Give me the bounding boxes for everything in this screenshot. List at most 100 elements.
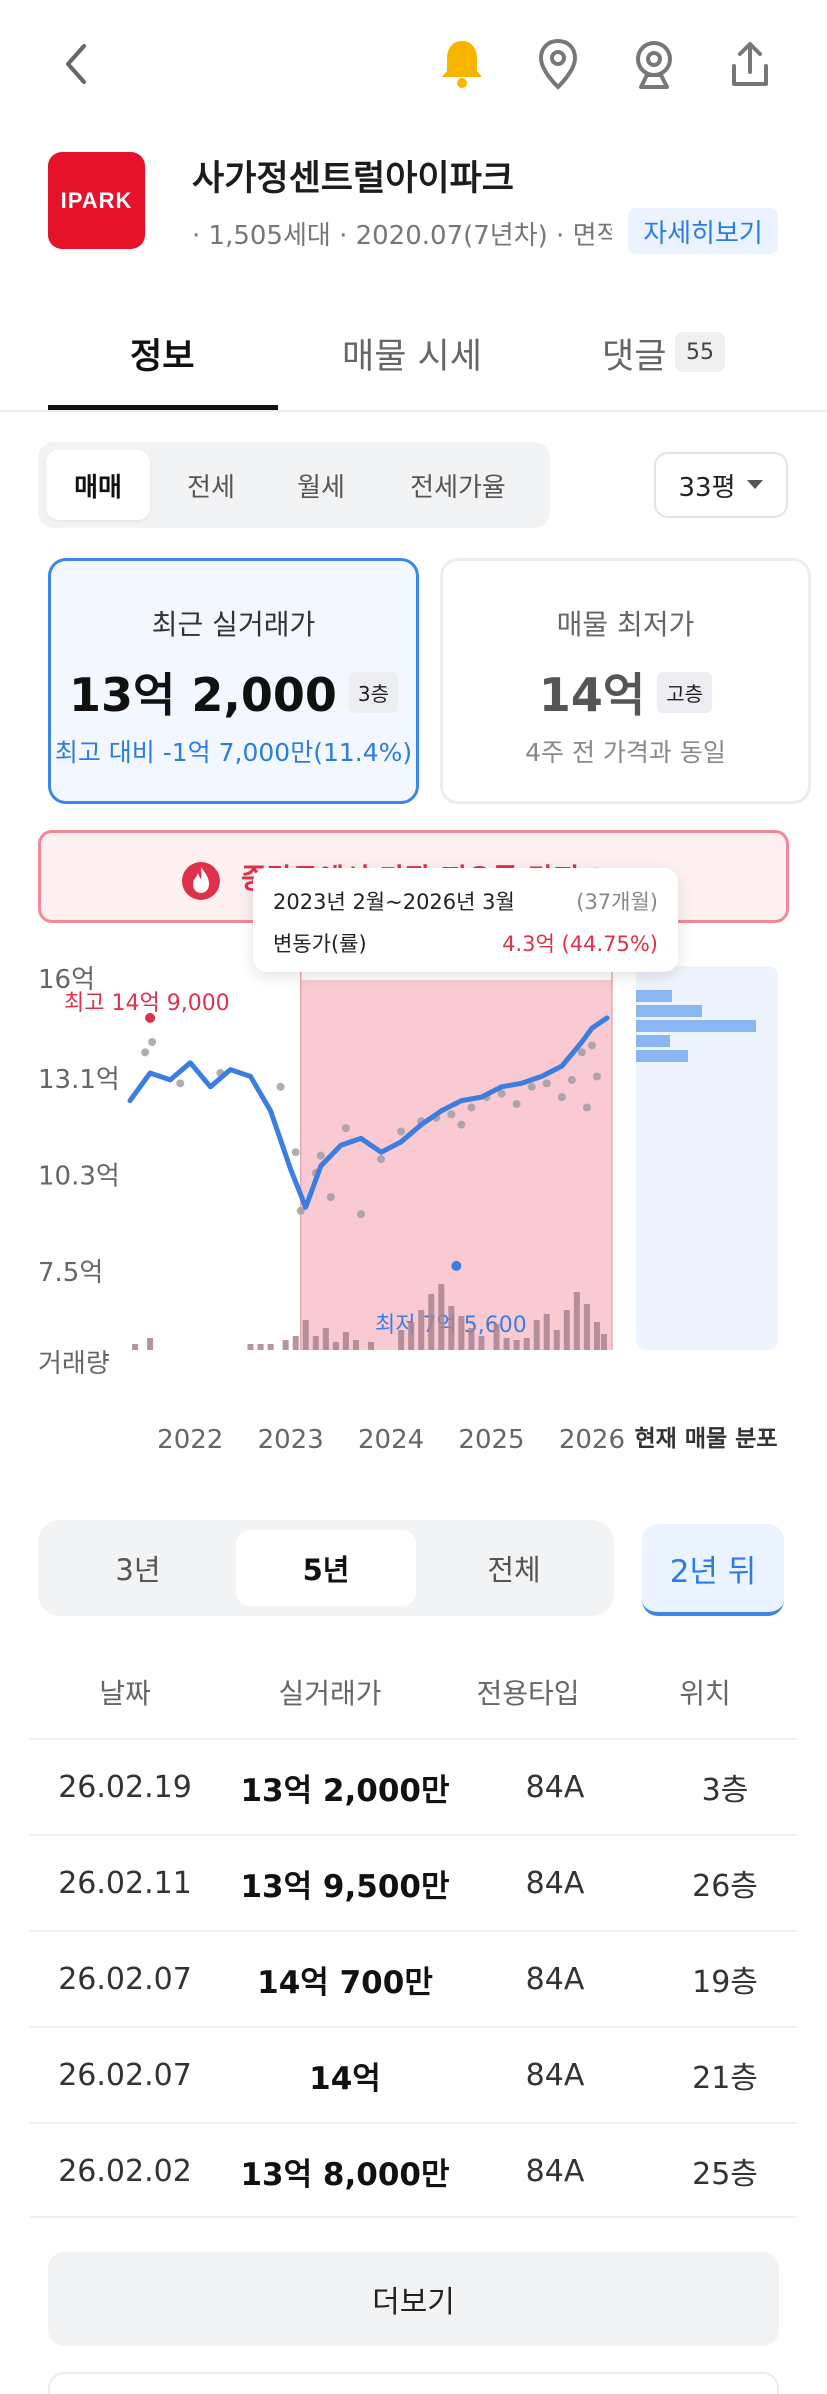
volume-bar <box>332 1342 339 1350</box>
tooltip-range: 2023년 2월~2026년 3월 <box>273 890 515 914</box>
trade-dot <box>377 1155 386 1164</box>
trade-dot <box>148 1038 157 1046</box>
location-button[interactable] <box>526 32 590 96</box>
lowest-listing-sub: 4주 전 가격과 동일 <box>525 738 726 767</box>
trade-dot <box>497 1089 506 1098</box>
size-value: 33평 <box>678 472 736 503</box>
trade-dot <box>527 1082 536 1091</box>
row-type: 84A <box>525 2153 585 2189</box>
volume-bar <box>408 1322 415 1350</box>
more-button[interactable]: 더보기 <box>48 2252 779 2346</box>
share-button[interactable] <box>718 32 782 96</box>
back-button[interactable] <box>44 32 108 96</box>
volume-bar <box>600 1334 607 1350</box>
trade-dot <box>356 1210 365 1219</box>
row-type: 84A <box>525 2057 585 2093</box>
volume-bar <box>458 1316 465 1350</box>
trade-dot <box>316 1151 325 1160</box>
trade-type-jeonse[interactable]: 전세 <box>187 472 235 503</box>
row-date: 26.02.07 <box>58 1961 192 1997</box>
trade-type-monthly[interactable]: 월세 <box>297 472 345 503</box>
trade-type-sale[interactable]: 매매 <box>46 450 150 520</box>
volume-bar <box>563 1310 570 1350</box>
distribution-bar <box>636 1035 670 1047</box>
volume-bar <box>302 1320 309 1350</box>
period-3y[interactable]: 3년 <box>115 1553 161 1587</box>
chart-tooltip: 2023년 2월~2026년 3월 (37개월) 변동가(률) 4.3억 (44… <box>253 868 678 972</box>
volume-bar <box>468 1328 475 1350</box>
tooltip-label: 변동가(률) <box>273 932 367 956</box>
min-point <box>451 1260 462 1271</box>
volume-bar <box>478 1336 485 1350</box>
y-tick-label: 16억 <box>38 965 95 995</box>
trade-dot <box>582 1103 591 1112</box>
header-type: 전용타입 <box>476 1677 580 1710</box>
recent-trade-title: 최근 실거래가 <box>151 608 316 641</box>
x-tick-label: 2022 <box>157 1425 223 1455</box>
row-floor: 21층 <box>692 2061 758 2096</box>
row-type: 84A <box>525 1769 585 1805</box>
lowest-listing-price: 14억 <box>538 668 646 722</box>
period-selector: 3년 5년 전체 <box>38 1520 614 1616</box>
y-tick-label: 10.3억 <box>38 1161 120 1191</box>
trade-type-jeonse-ratio[interactable]: 전세가율 <box>410 472 506 503</box>
tab-info[interactable]: 정보 <box>130 337 195 377</box>
complex-name: 사가정센트럴아이파크 <box>192 159 515 199</box>
distribution-bar <box>636 1005 702 1017</box>
volume-bar <box>257 1344 264 1350</box>
logo-text: IPARK <box>60 187 133 213</box>
distribution-label: 현재 매물 분포 <box>635 1426 778 1452</box>
period-all[interactable]: 전체 <box>487 1553 541 1587</box>
recent-trade-card[interactable]: 최근 실거래가 13억 2,000 3층 최고 대비 -1억 7,000만(11… <box>48 558 419 804</box>
volume-bar <box>503 1338 510 1350</box>
volume-bar <box>573 1292 580 1350</box>
tab-listing-price[interactable]: 매물 시세 <box>342 337 482 377</box>
trade-dot <box>577 1048 586 1057</box>
row-price: 13억 8,000만 <box>240 2156 450 2193</box>
row-floor: 26층 <box>692 1869 758 1904</box>
distribution-bar <box>636 1020 756 1032</box>
row-price: 13억 9,500만 <box>240 1868 450 1905</box>
future-2y-button[interactable]: 2년 뒤 <box>642 1524 784 1616</box>
trade-dot <box>296 1206 305 1215</box>
table-row[interactable]: 26.02.11 13억 9,500만 84A 26층 <box>30 1834 797 1930</box>
trade-dot <box>176 1079 185 1088</box>
lowest-listing-card[interactable]: 매물 최저가 14억 고층 4주 전 가격과 동일 <box>440 558 811 804</box>
max-label: 최고 14억 9,000 <box>64 991 230 1016</box>
table-row[interactable]: 26.02.02 13억 8,000만 84A 25층 <box>30 2122 797 2218</box>
fire-icon <box>182 862 220 900</box>
y-tick-label: 7.5억 <box>38 1258 103 1288</box>
volume-bar <box>543 1314 550 1350</box>
header-floor: 위치 <box>679 1677 731 1710</box>
volume-bar <box>312 1336 319 1350</box>
table-row[interactable]: 26.02.07 14억 700만 84A 19층 <box>30 1930 797 2026</box>
header-price: 실거래가 <box>278 1677 382 1710</box>
volume-bar <box>553 1330 560 1350</box>
table-row[interactable]: 26.02.07 14억 84A 21층 <box>30 2026 797 2122</box>
volume-bar <box>583 1304 590 1350</box>
y-tick-label: 13.1억 <box>38 1065 120 1095</box>
volume-bar <box>398 1330 405 1350</box>
period-5y[interactable]: 5년 <box>236 1530 416 1606</box>
size-dropdown[interactable]: 33평 <box>654 452 788 518</box>
location-pin-icon <box>538 38 578 90</box>
distribution-bar <box>636 1050 688 1062</box>
notification-button[interactable] <box>430 32 494 96</box>
volume-bar <box>282 1340 289 1350</box>
volume-bar <box>533 1320 540 1350</box>
table-row[interactable]: 26.02.19 13억 2,000만 84A 3층 <box>30 1738 797 1834</box>
detail-button[interactable]: 자세히보기 <box>628 208 778 254</box>
trade-dot <box>291 1148 300 1157</box>
trade-dot <box>397 1127 406 1136</box>
volume-bar <box>448 1306 455 1350</box>
tab-comments[interactable]: 댓글 <box>602 337 667 377</box>
trade-dot <box>276 1082 285 1091</box>
trade-dot <box>512 1100 521 1108</box>
trade-dot <box>567 1075 576 1084</box>
volume-bar <box>428 1294 435 1350</box>
volume-bar <box>418 1310 425 1350</box>
x-tick-label: 2025 <box>458 1425 524 1455</box>
street-view-button[interactable] <box>622 32 686 96</box>
volume-bar <box>438 1284 445 1350</box>
